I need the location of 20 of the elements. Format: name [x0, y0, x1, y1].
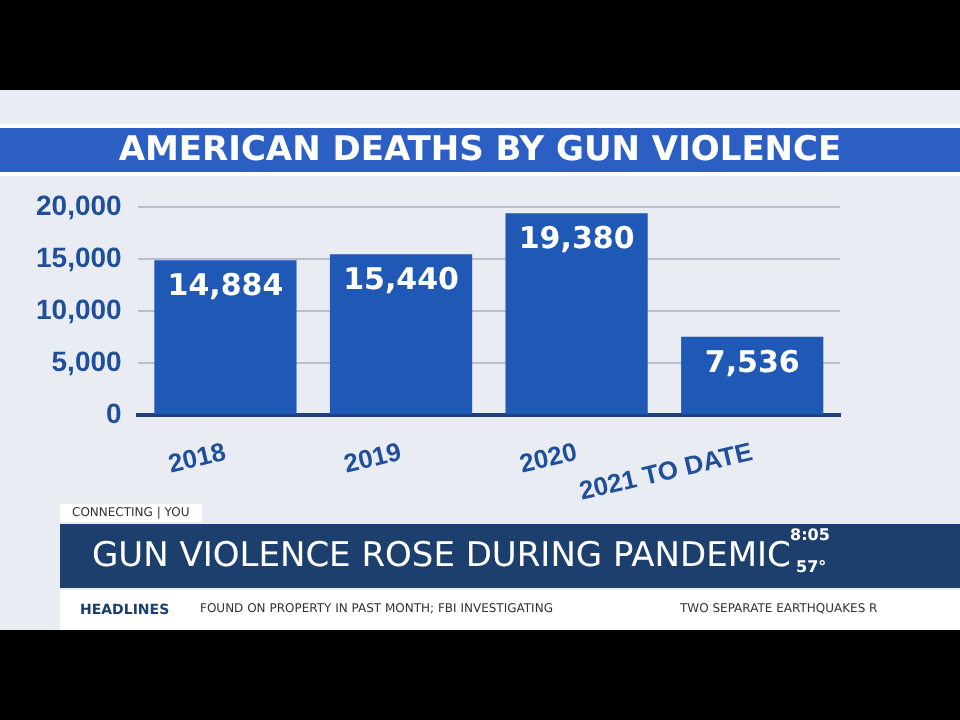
y-tick-label: 5,000: [51, 344, 123, 377]
text: 57°: [796, 558, 827, 576]
x-tick-label: 2020: [516, 436, 580, 479]
x-tick-label: 2018: [165, 436, 229, 479]
y-tick-label: 20,000: [35, 188, 123, 221]
data-label: 15,440: [343, 261, 459, 298]
y-tick-label: 0: [106, 397, 123, 430]
data-label: 14,884: [167, 266, 284, 303]
x-tick-label: 2021 TO DATE: [576, 435, 756, 506]
y-tick-label: 15,000: [35, 240, 123, 273]
y-tick-label: 10,000: [35, 292, 123, 325]
bar: [505, 213, 648, 415]
chart-title: AMERICAN DEATHS BY GUN VIOLENCE: [0, 124, 960, 176]
data-label: 7,536: [704, 343, 800, 380]
data-label: 19,380: [518, 220, 635, 257]
x-tick-label: 2019: [340, 436, 405, 479]
bar: [154, 260, 297, 415]
text: 8:05: [790, 526, 830, 544]
bar: [329, 254, 473, 415]
text: GUN VIOLENCE ROSE DURING PANDEMIC: [92, 536, 791, 576]
